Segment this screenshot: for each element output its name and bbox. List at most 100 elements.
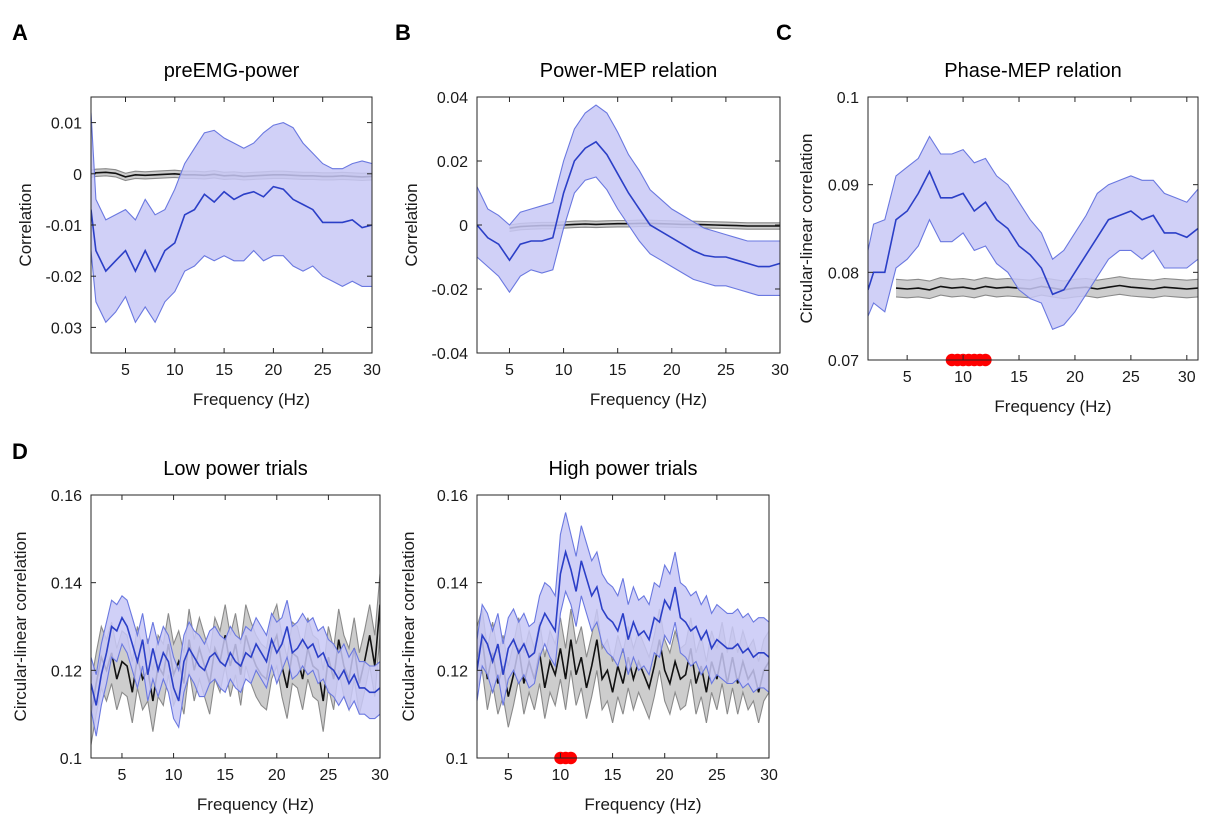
y-tick-label: 0.01	[51, 116, 82, 133]
y-tick-label: 0.03	[51, 320, 82, 337]
panel-title: Phase-MEP relation	[944, 60, 1122, 82]
x-tick-label: 30	[771, 362, 789, 379]
x-tick-label: 20	[1066, 369, 1084, 386]
x-tick-label: 20	[268, 767, 286, 784]
blue-band-lower-edge	[91, 249, 372, 324]
blue-band-lower-edge	[91, 642, 380, 737]
x-axis-label: Frequency (Hz)	[197, 795, 314, 814]
plot-area	[868, 135, 1198, 331]
blue-band-upper-edge	[868, 135, 1198, 261]
panel-letter: A	[12, 20, 28, 45]
panel-d1: D Low power trials 5 10 15 20 25 30 0.16 0.14 0.12…	[11, 439, 389, 814]
x-tick-label: 10	[555, 362, 573, 379]
x-axis-label: Frequency (Hz)	[590, 390, 707, 409]
panel-title: Low power trials	[163, 458, 308, 480]
y-tick-label: -0.02	[46, 269, 83, 286]
panel-c: C Phase-MEP relation 5 10 15 20 25 30 0.1 0.09 0.0…	[776, 20, 1199, 416]
x-axis-label: Frequency (Hz)	[584, 795, 701, 814]
panel-letter: C	[776, 20, 792, 45]
x-tick-label: 15	[1010, 369, 1028, 386]
panel-d2: High power trials 5 10 15 20 25 30 0.16 0.14 0.12…	[399, 458, 778, 814]
blue-band-upper-edge	[477, 512, 769, 645]
plot-area	[91, 573, 380, 745]
blue-mean-line	[477, 548, 769, 675]
x-axis-label: Frequency (Hz)	[193, 390, 310, 409]
gray-band-lower-edge	[477, 670, 769, 728]
x-tick-label: 20	[663, 362, 681, 379]
x-tick-label: 25	[319, 767, 337, 784]
x-tick-label: 25	[708, 767, 726, 784]
y-tick-label: 0.04	[437, 90, 468, 107]
blue-confidence-band	[91, 595, 380, 737]
x-tick-label: 15	[609, 362, 627, 379]
axes-box	[90, 494, 381, 759]
y-tick-label: 0.12	[437, 663, 468, 680]
y-axis-label: Circular-linear correlation	[399, 532, 418, 722]
x-tick-label: 5	[505, 362, 514, 379]
x-tick-label: 5	[118, 767, 127, 784]
x-tick-label: 5	[504, 767, 513, 784]
blue-band-upper-edge	[91, 594, 380, 675]
axes-box	[867, 96, 1199, 361]
y-tick-label: -0.01	[46, 218, 83, 235]
plot-area	[91, 112, 372, 324]
y-tick-label: 0.12	[51, 663, 82, 680]
panel-b: B Power-MEP relation 5 10 15 20 25 30 0.04 0.02 0 -…	[395, 20, 789, 409]
x-tick-label: 20	[265, 362, 283, 379]
y-tick-label: 0.14	[51, 576, 82, 593]
x-tick-label: 25	[1122, 369, 1140, 386]
panel-letter: B	[395, 20, 411, 45]
y-tick-label: 0.16	[51, 488, 82, 505]
y-tick-label: 0.16	[437, 488, 468, 505]
y-tick-label: 0.14	[437, 576, 468, 593]
y-tick-label: 0.02	[437, 154, 468, 171]
blue-band-lower-edge	[868, 218, 1198, 331]
x-tick-label: 15	[216, 767, 234, 784]
x-tick-label: 30	[760, 767, 778, 784]
y-tick-label: -0.04	[432, 346, 469, 363]
panel-letter: D	[12, 439, 28, 464]
blue-confidence-band	[91, 112, 372, 323]
x-axis-label: Frequency (Hz)	[994, 397, 1111, 416]
y-tick-label: 0.09	[828, 178, 859, 195]
x-tick-label: 10	[954, 369, 972, 386]
blue-mean-line	[477, 140, 780, 268]
plot-area	[477, 512, 769, 728]
x-tick-label: 5	[121, 362, 130, 379]
panel-title: preEMG-power	[164, 60, 300, 82]
y-tick-label: 0.1	[60, 751, 82, 768]
x-tick-label: 10	[552, 767, 570, 784]
x-tick-label: 5	[903, 369, 912, 386]
x-tick-label: 30	[1178, 369, 1196, 386]
blue-confidence-band	[477, 105, 780, 296]
blue-band-upper-edge	[91, 112, 372, 221]
y-tick-label: 0	[459, 218, 468, 235]
blue-band-upper-edge	[477, 104, 780, 242]
blue-band-lower-edge	[477, 589, 769, 706]
y-tick-label: 0	[73, 167, 82, 184]
x-tick-label: 10	[165, 767, 183, 784]
y-tick-label: -0.02	[432, 282, 469, 299]
x-tick-label: 30	[371, 767, 389, 784]
x-tick-label: 20	[656, 767, 674, 784]
y-tick-label: 0.1	[837, 90, 859, 107]
panel-title: High power trials	[549, 458, 698, 480]
y-axis-label: Correlation	[16, 183, 35, 266]
blue-band-lower-edge	[477, 176, 780, 296]
y-axis-label: Correlation	[402, 183, 421, 266]
panel-title: Power-MEP relation	[540, 60, 717, 82]
x-tick-label: 10	[166, 362, 184, 379]
y-tick-label: 0.08	[828, 265, 859, 282]
blue-mean-line	[91, 185, 372, 273]
blue-confidence-band	[868, 136, 1198, 330]
x-tick-label: 25	[717, 362, 735, 379]
x-tick-label: 15	[215, 362, 233, 379]
y-tick-label: 0.1	[446, 751, 468, 768]
x-tick-label: 25	[314, 362, 332, 379]
blue-mean-line	[91, 615, 380, 706]
y-axis-label: Circular-linear correlation	[797, 134, 816, 324]
axes-box	[476, 494, 770, 759]
x-tick-label: 15	[604, 767, 622, 784]
